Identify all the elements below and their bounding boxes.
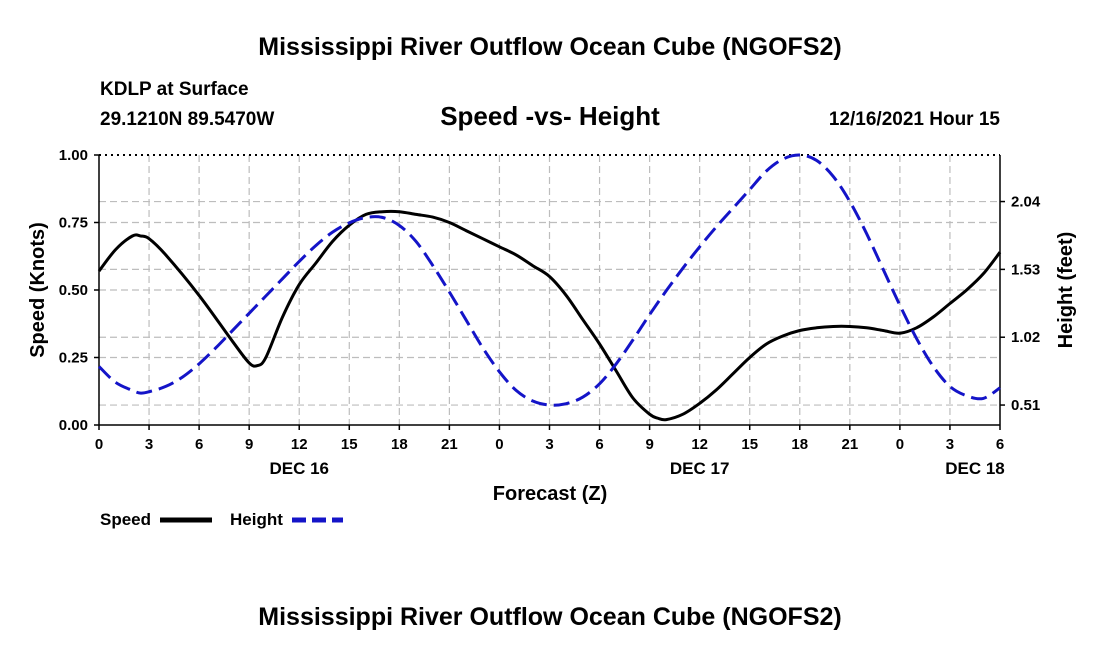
x-tick-label: 3 bbox=[145, 436, 153, 453]
x-tick-label: 15 bbox=[341, 436, 358, 453]
footer-title: Mississippi River Outflow Ocean Cube (NG… bbox=[258, 603, 841, 631]
chart-title: Mississippi River Outflow Ocean Cube (NG… bbox=[258, 33, 841, 61]
x-tick-label: 3 bbox=[545, 436, 553, 453]
x-tick-label: 21 bbox=[841, 436, 858, 453]
x-date-label: DEC 18 bbox=[945, 459, 1005, 478]
x-tick-label: 15 bbox=[741, 436, 758, 453]
left-tick-label: 0.50 bbox=[59, 282, 88, 299]
series-line-height bbox=[97, 153, 1001, 407]
x-tick-label: 21 bbox=[441, 436, 458, 453]
run-time-label: 12/16/2021 Hour 15 bbox=[829, 109, 1001, 130]
legend-label-height: Height bbox=[230, 510, 283, 529]
left-tick-label: 0.75 bbox=[59, 215, 88, 232]
x-tick-label: 6 bbox=[595, 436, 603, 453]
x-date-label: DEC 16 bbox=[269, 459, 329, 478]
series-line-speed bbox=[97, 209, 1002, 422]
x-tick-label: 9 bbox=[245, 436, 253, 453]
x-tick-label: 18 bbox=[791, 436, 808, 453]
grid bbox=[99, 155, 1000, 425]
x-tick-label: 3 bbox=[946, 436, 954, 453]
x-date-label: DEC 17 bbox=[670, 459, 730, 478]
x-axis-label: Forecast (Z) bbox=[493, 483, 607, 505]
x-tick-label: 0 bbox=[896, 436, 904, 453]
chart-subtitle: Speed -vs- Height bbox=[440, 101, 660, 131]
left-tick-label: 1.00 bbox=[59, 147, 88, 164]
right-axis-label: Height (feet) bbox=[1055, 232, 1077, 349]
left-tick-label: 0.00 bbox=[59, 417, 88, 434]
x-tick-label: 6 bbox=[195, 436, 203, 453]
x-tick-label: 9 bbox=[645, 436, 653, 453]
x-tick-label: 18 bbox=[391, 436, 408, 453]
x-tick-label: 0 bbox=[95, 436, 103, 453]
right-tick-label: 0.51 bbox=[1011, 397, 1040, 414]
x-tick-label: 0 bbox=[495, 436, 503, 453]
axes: 0 3 6 9 12 15 18 21 0 3 6 9 12 15 18 21 0 3 6 DEC 16 DEC 17 D… bbox=[59, 147, 1041, 478]
plot-series bbox=[97, 153, 1002, 422]
x-tick-label: 6 bbox=[996, 436, 1004, 453]
left-tick-label: 0.25 bbox=[59, 350, 88, 367]
x-tick-label: 12 bbox=[691, 436, 708, 453]
x-tick-label: 12 bbox=[291, 436, 308, 453]
legend-label-speed: Speed bbox=[100, 510, 151, 529]
legend: Speed Height bbox=[100, 510, 343, 529]
right-tick-label: 1.02 bbox=[1011, 329, 1040, 346]
location-label: 29.1210N 89.5470W bbox=[100, 109, 274, 130]
station-label: KDLP at Surface bbox=[100, 79, 249, 100]
right-tick-label: 1.53 bbox=[1011, 261, 1040, 278]
left-axis-label: Speed (Knots) bbox=[27, 222, 49, 358]
right-tick-label: 2.04 bbox=[1011, 194, 1041, 211]
